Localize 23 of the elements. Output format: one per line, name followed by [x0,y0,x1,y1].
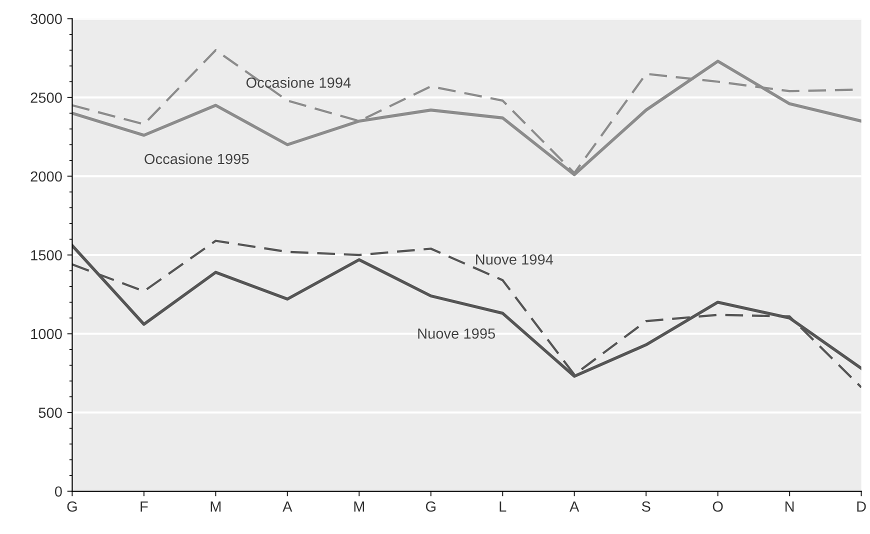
y-tick-label: 500 [38,408,62,418]
y-tick-label: 2000 [30,171,62,182]
x-tick-label: G [426,501,436,512]
x-tick-label: O [712,501,723,512]
x-tick-label: L [500,502,506,512]
series-label: Occasione 1994 [246,77,351,88]
x-tick-label: M [354,502,364,512]
series-label: Nuove 1994 [476,254,554,265]
x-tick-label: G [67,501,77,512]
x-tick-label: D [857,502,866,512]
series-label: Nuove 1995 [418,328,496,339]
x-tick-label: M [210,502,221,512]
y-tick-label: 2500 [30,92,62,103]
y-tick-label: 1500 [31,250,62,260]
y-tick-label: 0 [54,486,62,497]
x-tick-label: A [570,502,580,512]
x-tick-label: A [282,502,292,512]
series-label: Occasione 1995 [144,153,249,164]
x-tick-label: F [140,502,148,512]
x-tick-label: S [642,501,650,512]
y-tick-label: 1000 [31,328,62,340]
y-tick-label: 3000 [30,14,62,24]
x-tick-label: N [785,502,794,512]
